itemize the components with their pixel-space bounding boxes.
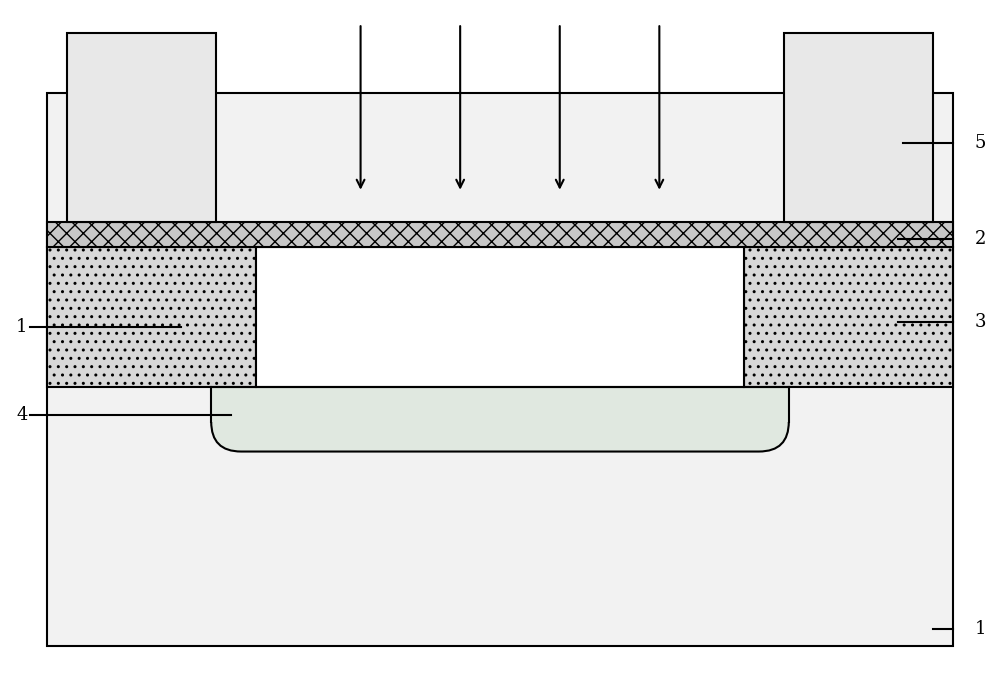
Bar bbox=[67, 33, 216, 223]
FancyBboxPatch shape bbox=[211, 387, 789, 452]
Text: 2: 2 bbox=[974, 230, 986, 248]
Text: 1: 1 bbox=[16, 318, 28, 336]
Bar bbox=[47, 223, 953, 247]
Bar bbox=[784, 33, 933, 223]
Text: 4: 4 bbox=[16, 406, 28, 424]
Bar bbox=[211, 386, 789, 422]
Text: 3: 3 bbox=[974, 313, 986, 331]
Bar bbox=[256, 247, 744, 387]
Bar bbox=[47, 247, 256, 387]
Text: 5: 5 bbox=[974, 134, 986, 152]
Bar bbox=[744, 247, 953, 387]
Bar bbox=[47, 93, 953, 646]
Text: 1: 1 bbox=[974, 620, 986, 638]
